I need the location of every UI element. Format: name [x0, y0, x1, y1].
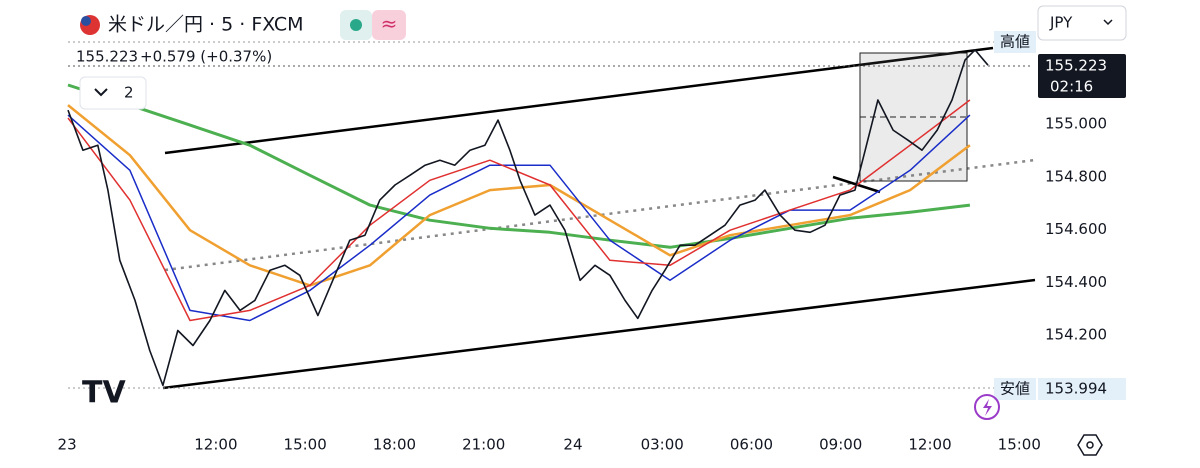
y-tick-label: 154.200 [1045, 326, 1107, 344]
last-price: 155.223 [1045, 57, 1107, 75]
x-tick-label: 21:00 [462, 436, 505, 454]
channel-bottom [162, 278, 1036, 390]
status-dot [350, 19, 362, 31]
indicator-badge[interactable] [372, 10, 406, 40]
plot [67, 49, 989, 387]
x-tick-label: 18:00 [373, 436, 416, 454]
low-label: 安値 [1000, 380, 1030, 398]
settings-button[interactable] [1077, 434, 1103, 456]
series-line [67, 49, 989, 387]
low-price-tag [1038, 378, 1126, 400]
lightning-icon [983, 399, 992, 416]
x-tick-label: 09:00 [819, 436, 862, 454]
x-tick-label: 15:00 [284, 436, 327, 454]
x-tick-label: 24 [563, 436, 582, 454]
symbol-title: 米ドル／円 · 5 · FXCM [108, 14, 304, 36]
last-price-tag [1038, 54, 1126, 98]
high-label: 高値 [1000, 33, 1030, 51]
high-tag [994, 31, 1036, 53]
y-tick-label: 155.000 [1045, 115, 1107, 133]
chevron [1103, 19, 1113, 26]
x-tick-label: 15:00 [998, 436, 1041, 454]
series-line [67, 104, 971, 287]
indicator-toggle[interactable] [79, 76, 147, 110]
series-line [67, 83, 971, 249]
y-tick-label: 154.600 [1045, 220, 1107, 238]
chevron [94, 88, 108, 97]
countdown: 02:16 [1050, 78, 1093, 96]
quote-change: +0.579 (+0.37%) [140, 48, 272, 66]
x-tick-label: 12:00 [908, 436, 951, 454]
low-tag [994, 378, 1036, 400]
series-line [67, 99, 971, 322]
x-tick-label: 23 [58, 436, 77, 454]
flag-icon [81, 16, 91, 26]
quote-price: 155.223 [76, 48, 138, 66]
settings-icon [1086, 441, 1094, 449]
x-tick-label: 06:00 [730, 436, 773, 454]
y-tick-label: 154.400 [1045, 273, 1107, 291]
logo: TV [82, 376, 126, 411]
indicator-count: 2 [124, 84, 134, 102]
lightning-button[interactable] [974, 394, 1000, 420]
x-tick-label: 12:00 [194, 436, 237, 454]
indicator-icon: ≈ [381, 12, 398, 36]
low-price: 153.994 [1045, 380, 1107, 398]
channel-mid [164, 158, 1036, 272]
y-tick-label: 154.800 [1045, 167, 1107, 185]
x-tick-label: 03:00 [641, 436, 684, 454]
currency: JPY [1049, 14, 1073, 32]
currency-select[interactable] [1037, 5, 1127, 41]
